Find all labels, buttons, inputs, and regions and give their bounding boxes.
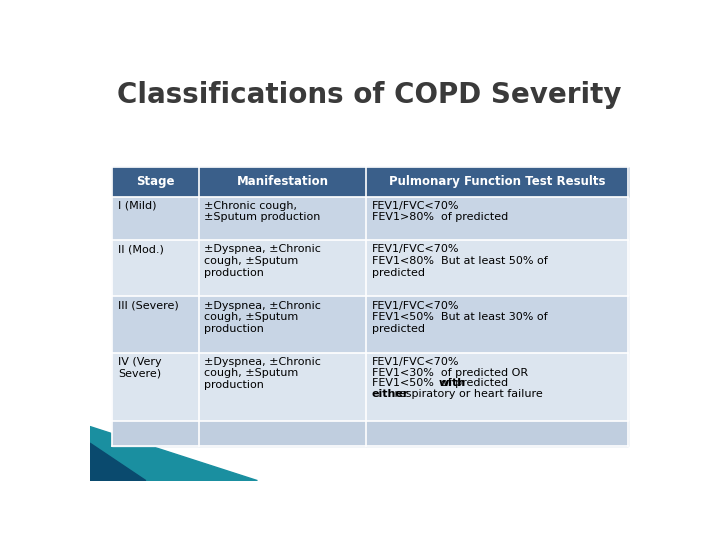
Bar — [112, 296, 199, 353]
Bar — [112, 167, 629, 197]
Text: respiratory or heart failure: respiratory or heart failure — [391, 389, 543, 399]
Bar — [366, 421, 629, 446]
Polygon shape — [90, 443, 145, 481]
Bar — [199, 197, 366, 240]
Text: ±Chronic cough,
±Sputum production: ±Chronic cough, ±Sputum production — [204, 201, 321, 222]
Bar — [199, 421, 366, 446]
Text: Classifications of COPD Severity: Classifications of COPD Severity — [117, 82, 621, 110]
Bar — [112, 240, 199, 296]
Bar — [199, 296, 366, 353]
Text: FEV1/FVC<70%
FEV1<50%  But at least 30% of
predicted: FEV1/FVC<70% FEV1<50% But at least 30% o… — [372, 301, 547, 334]
Text: IV (Very
Severe): IV (Very Severe) — [118, 357, 161, 379]
Text: ±Dyspnea, ±Chronic
cough, ±Sputum
production: ±Dyspnea, ±Chronic cough, ±Sputum produc… — [204, 301, 321, 334]
Bar — [112, 421, 199, 446]
Text: Pulmonary Function Test Results: Pulmonary Function Test Results — [389, 175, 606, 188]
Bar — [199, 240, 366, 296]
Text: FEV1/FVC<70%
FEV1>80%  of predicted: FEV1/FVC<70% FEV1>80% of predicted — [372, 201, 508, 222]
Bar — [112, 197, 199, 240]
Text: Stage: Stage — [136, 175, 175, 188]
Bar — [199, 353, 366, 421]
Bar — [366, 197, 629, 240]
Text: ±Dyspnea, ±Chronic
cough, ±Sputum
production: ±Dyspnea, ±Chronic cough, ±Sputum produc… — [204, 357, 321, 390]
Text: FEV1/FVC<70%
FEV1<80%  But at least 50% of
predicted: FEV1/FVC<70% FEV1<80% But at least 50% o… — [372, 245, 547, 278]
Bar — [112, 353, 199, 421]
Text: III (Severe): III (Severe) — [118, 301, 179, 310]
Bar — [366, 240, 629, 296]
Polygon shape — [90, 427, 258, 481]
Text: FEV1/FVC<70%: FEV1/FVC<70% — [372, 357, 459, 367]
Text: II (Mod.): II (Mod.) — [118, 245, 163, 254]
Bar — [366, 353, 629, 421]
Text: ±Dyspnea, ±Chronic
cough, ±Sputum
production: ±Dyspnea, ±Chronic cough, ±Sputum produc… — [204, 245, 321, 278]
Text: FEV1<50%  of predicted: FEV1<50% of predicted — [372, 379, 511, 388]
Text: Manifestation: Manifestation — [236, 175, 328, 188]
Bar — [366, 296, 629, 353]
Text: FEV1<30%  of predicted OR: FEV1<30% of predicted OR — [372, 368, 528, 377]
Text: with: with — [438, 379, 466, 388]
Text: either: either — [372, 389, 409, 399]
Text: I (Mild): I (Mild) — [118, 201, 156, 211]
